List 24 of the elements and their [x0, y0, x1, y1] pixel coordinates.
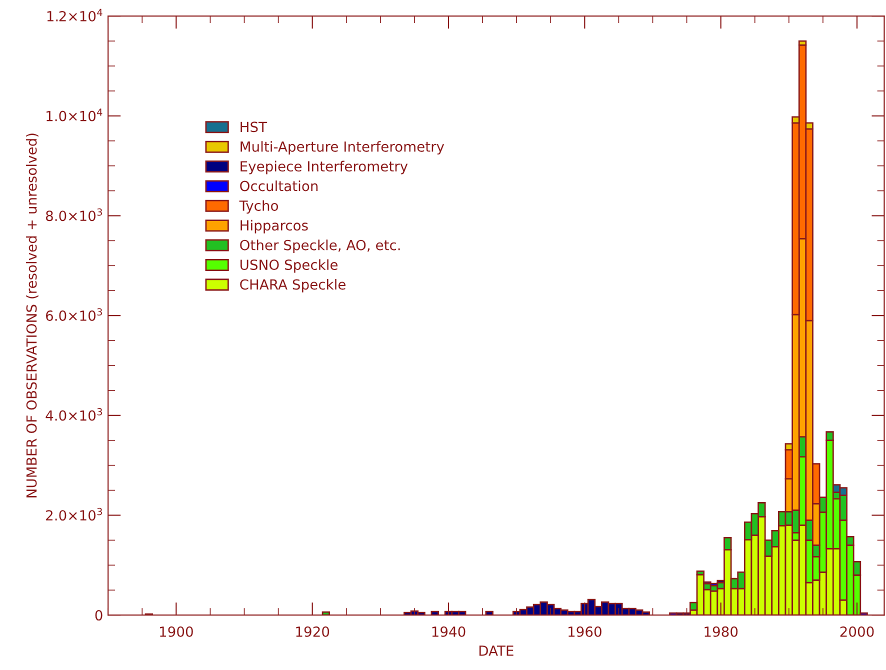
y-tick-label: 6.0×10$^{3}$: [46, 308, 102, 321]
x-tick-label: 2000: [840, 626, 874, 637]
legend-label: Hipparcos: [240, 220, 308, 234]
x-axis-title: DATE: [479, 646, 514, 656]
legend-label: Multi-Aperture Interferometry: [240, 141, 444, 155]
y-axis-title: NUMBER OF OBSERVATIONS (resolved + unresolved): [26, 134, 38, 498]
legend-label: HST: [240, 122, 268, 132]
legend-label: Other Speckle, AO, etc.: [240, 240, 400, 254]
y-tick-label: 4.0×10$^{3}$: [46, 408, 102, 421]
y-tick-label: 0: [95, 610, 102, 621]
legend-label: Eyepiece Interferometry: [240, 160, 408, 174]
x-tick-label: 1900: [160, 626, 193, 637]
y-tick-label: 1.2×10$^{4}$: [47, 8, 102, 22]
y-tick-label: 8.0×10$^{3}$: [46, 208, 102, 222]
x-tick-label: 1960: [568, 626, 602, 637]
legend-label: Tycho: [239, 200, 278, 214]
x-tick-label: 1920: [296, 626, 330, 637]
y-tick-label: 1.0×10$^{4}$: [46, 108, 102, 122]
legend-label: Occultation: [240, 180, 318, 192]
legend-label: CHARA Speckle: [240, 278, 346, 292]
x-tick-label: 1940: [432, 626, 466, 637]
legend-label: USNO Speckle: [240, 259, 338, 273]
x-tick-label: 1980: [704, 626, 738, 637]
y-tick-label: 2.0×10$^{3}$: [46, 508, 102, 521]
